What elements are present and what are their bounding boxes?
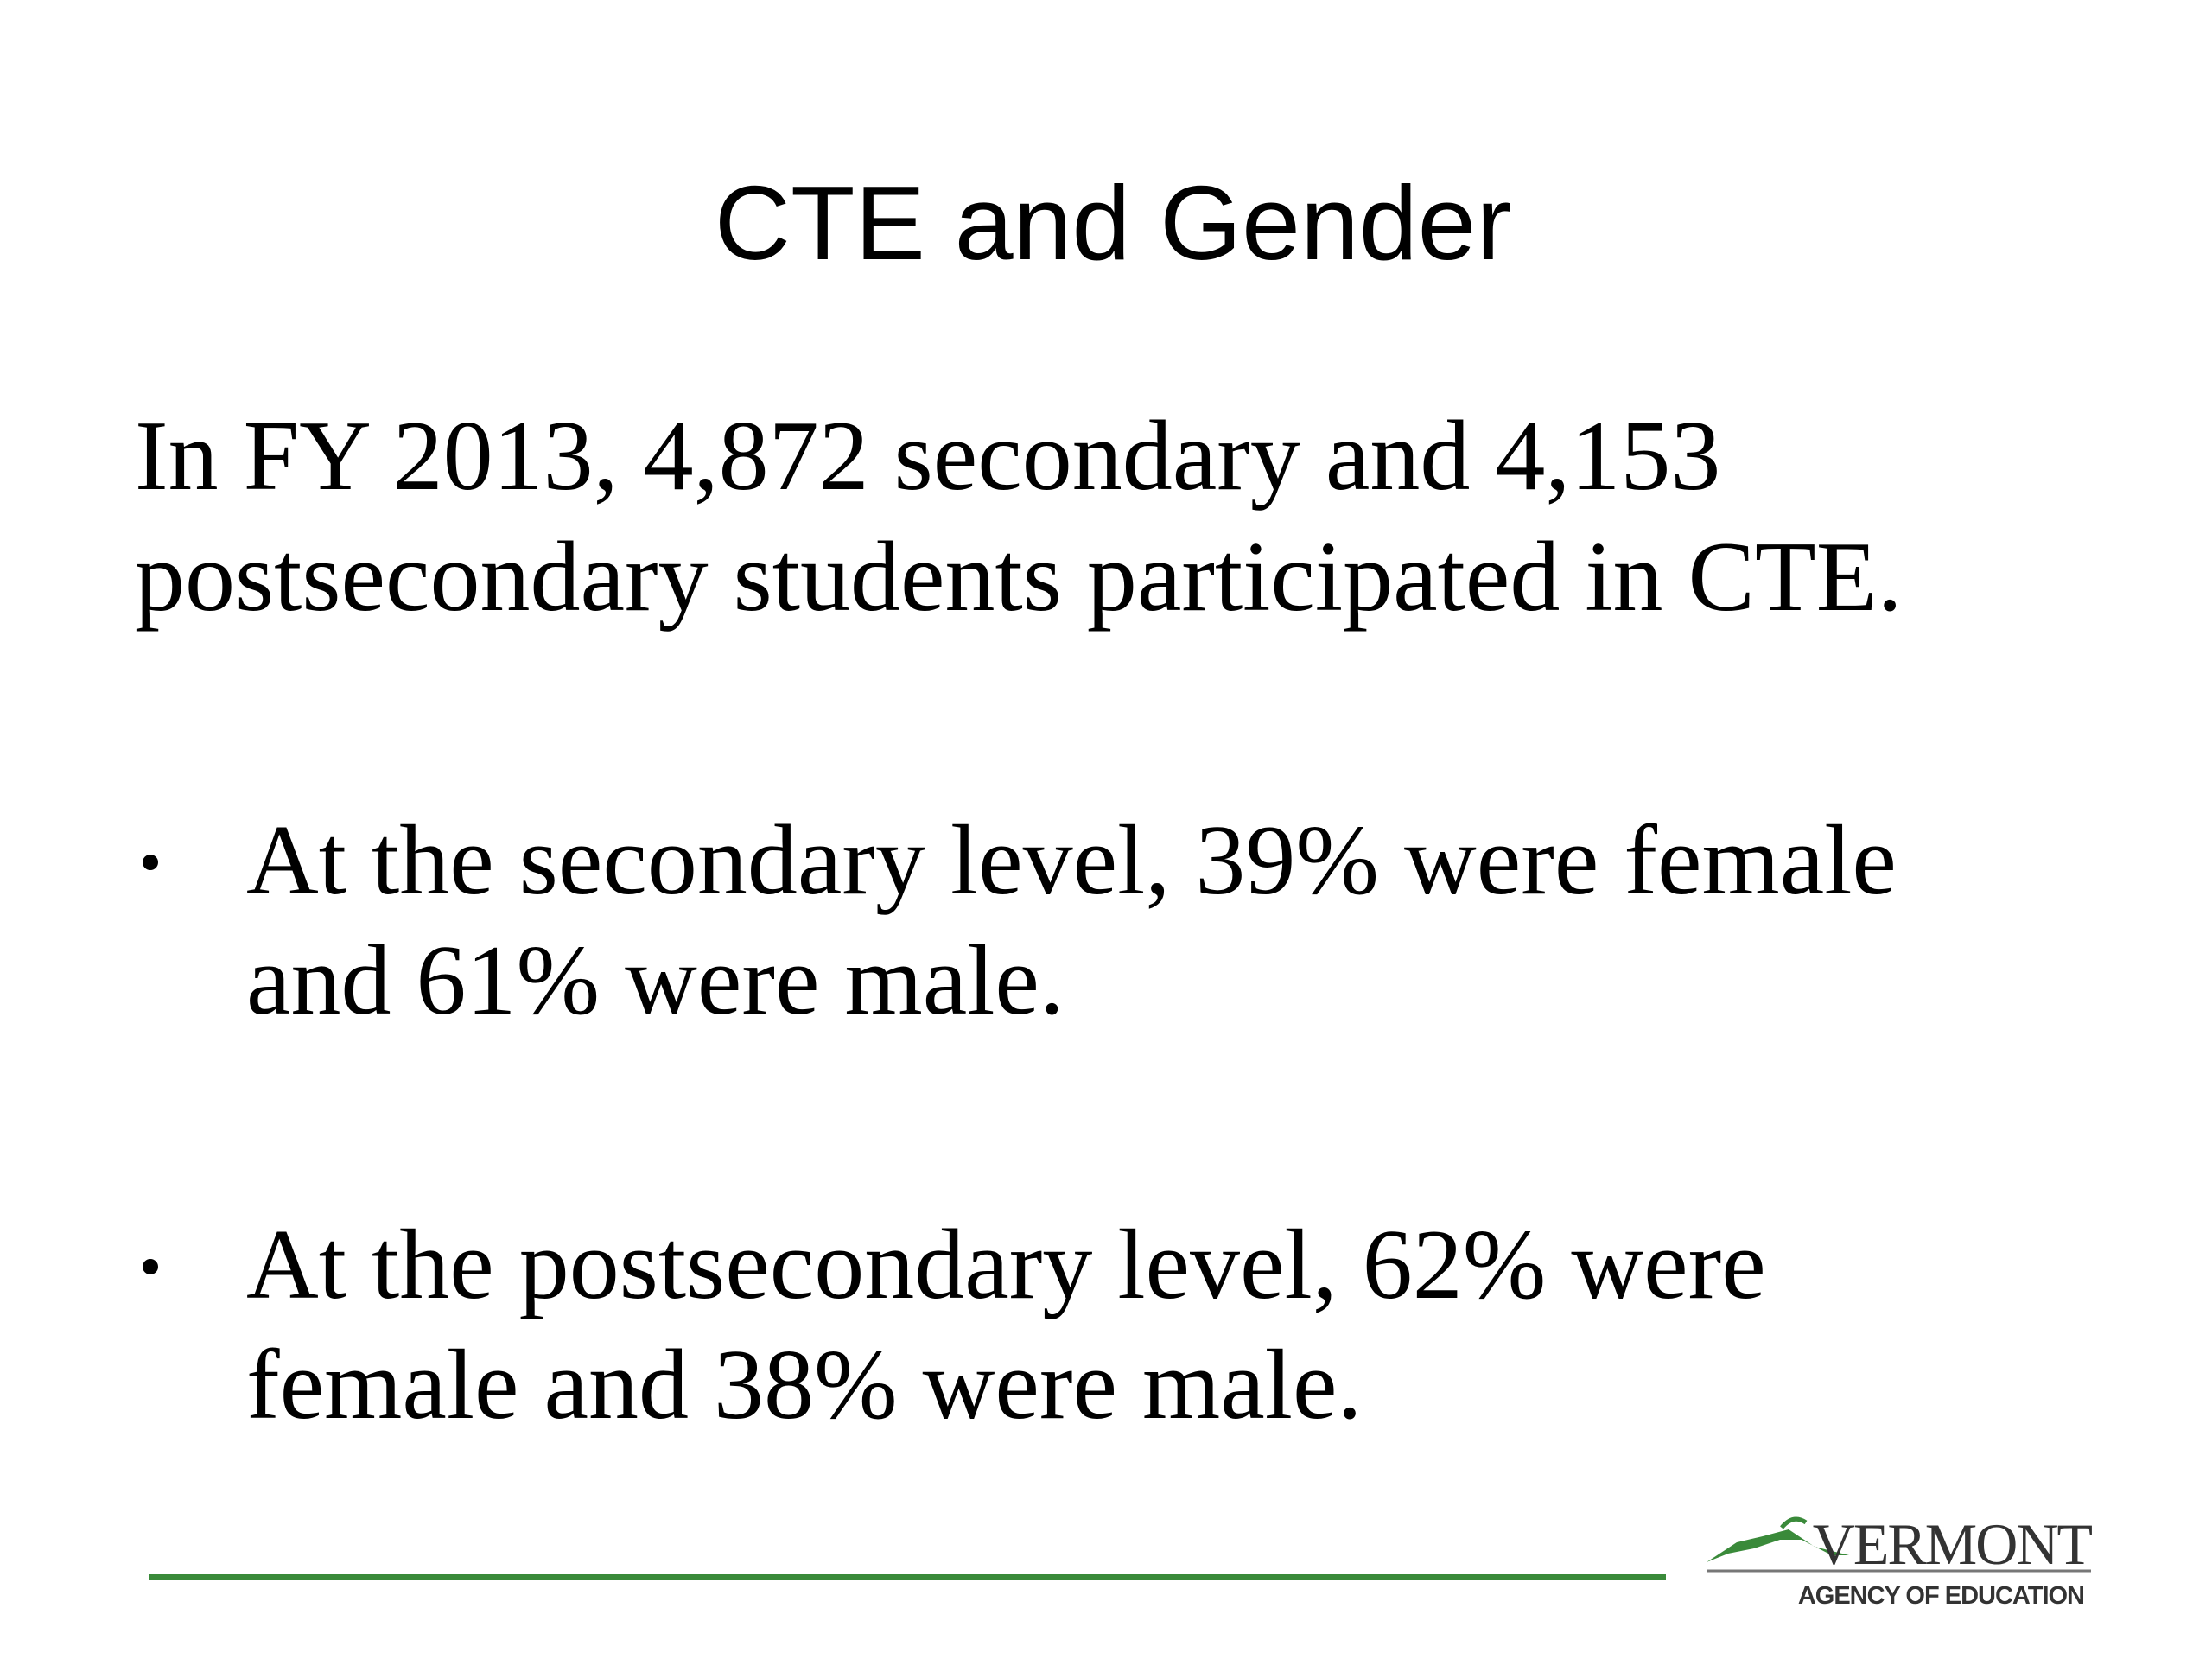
slide-title: CTE and Gender (715, 164, 1511, 282)
bullet-line: and 61% were male. (246, 925, 1065, 1036)
bullet-dot (143, 855, 158, 870)
logo-subtitle: AGENCY OF EDUCATION (1798, 1582, 2084, 1610)
bullet-line: female and 38% were male. (246, 1330, 1362, 1440)
bullet-line: At the postsecondary level, 62% were (246, 1210, 1766, 1320)
logo-swoosh (1780, 1516, 1808, 1529)
bullet-line: At the secondary level, 39% were female (246, 805, 1897, 916)
intro-line: postsecondary students participated in C… (135, 522, 1903, 632)
logo-name: VERMONT (1813, 1511, 2093, 1577)
logo-mountain (1707, 1529, 1849, 1562)
bullet-dot (143, 1259, 158, 1274)
intro-line: In FY 2013, 4,872 secondary and 4,153 (135, 401, 1720, 512)
logo: VERMONT AGENCY OF EDUCATION (1707, 1511, 2094, 1610)
